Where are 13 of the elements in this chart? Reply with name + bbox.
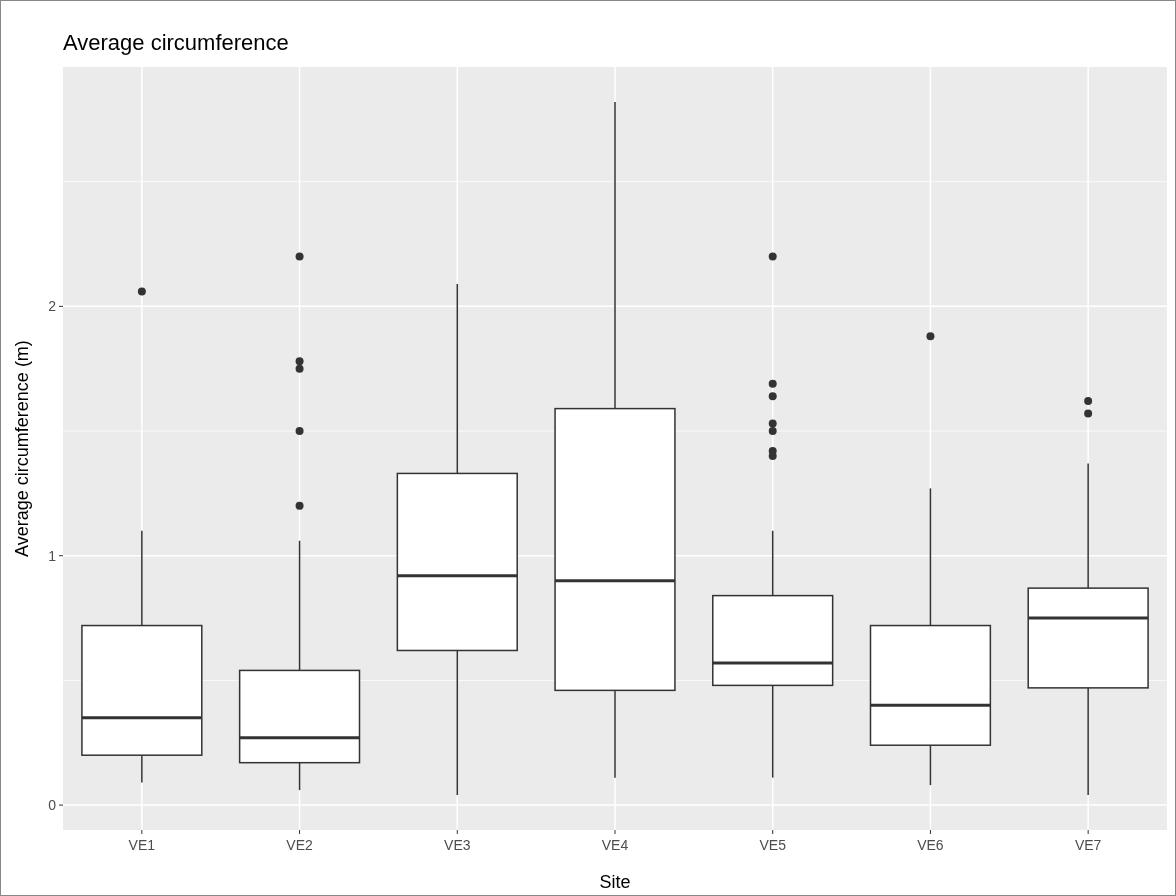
x-tick-label: VE2	[286, 837, 314, 853]
x-tick-label: VE4	[601, 837, 629, 853]
x-tick-label: VE7	[1074, 837, 1102, 853]
x-axis-title: Site	[599, 872, 631, 892]
y-tick-label: 0	[48, 796, 57, 813]
x-tick-label: VE1	[128, 837, 156, 853]
x-tick-label: VE6	[917, 837, 944, 853]
y-axis-title: Average circumference (m)	[12, 340, 32, 557]
x-tick-label: VE3	[444, 837, 471, 853]
y-tick-label: 1	[48, 547, 57, 564]
y-tick-label: 2	[48, 298, 57, 315]
chart-title: Average circumference	[63, 30, 289, 55]
x-tick-label: VE5	[759, 837, 787, 853]
